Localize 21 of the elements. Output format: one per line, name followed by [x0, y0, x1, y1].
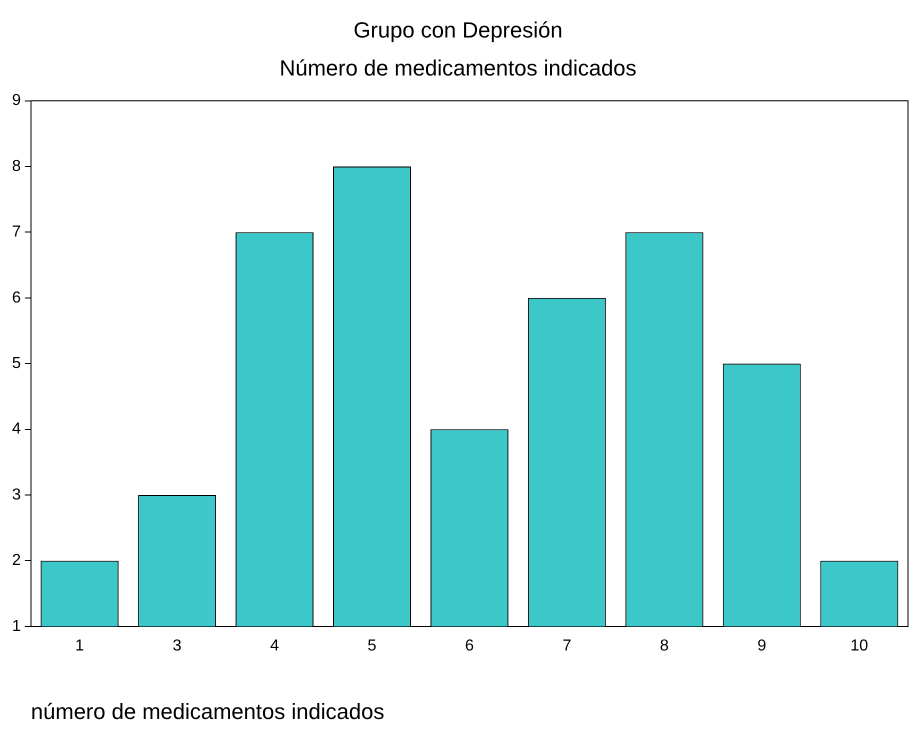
chart-subtitle: Número de medicamentos indicados: [279, 56, 637, 81]
chart-title: Grupo con Depresión: [353, 17, 563, 42]
y-tick-label: 9: [12, 92, 21, 110]
y-tick-label: 5: [12, 355, 21, 372]
x-tick-label: 4: [270, 637, 280, 654]
x-tick-label: 5: [368, 637, 377, 654]
x-tick-label: 1: [75, 637, 84, 654]
y-tick-label: 1: [12, 618, 21, 635]
x-tick-label: 3: [172, 637, 182, 654]
y-tick-label: 3: [12, 486, 21, 504]
x-tick-label: 9: [757, 637, 766, 654]
x-axis-title: número de medicamentos indicados: [30, 698, 384, 724]
y-tick-label: 4: [12, 420, 21, 438]
y-tick-label: 2: [12, 552, 21, 570]
x-tick-label: 10: [850, 637, 868, 654]
x-tick-label: 7: [562, 637, 572, 654]
x-tick-label: 6: [464, 637, 474, 654]
x-tick-label: 8: [660, 637, 669, 654]
y-tick-label: 6: [12, 289, 21, 306]
y-tick-label: 8: [12, 158, 21, 175]
y-tick-label: 7: [12, 224, 21, 241]
